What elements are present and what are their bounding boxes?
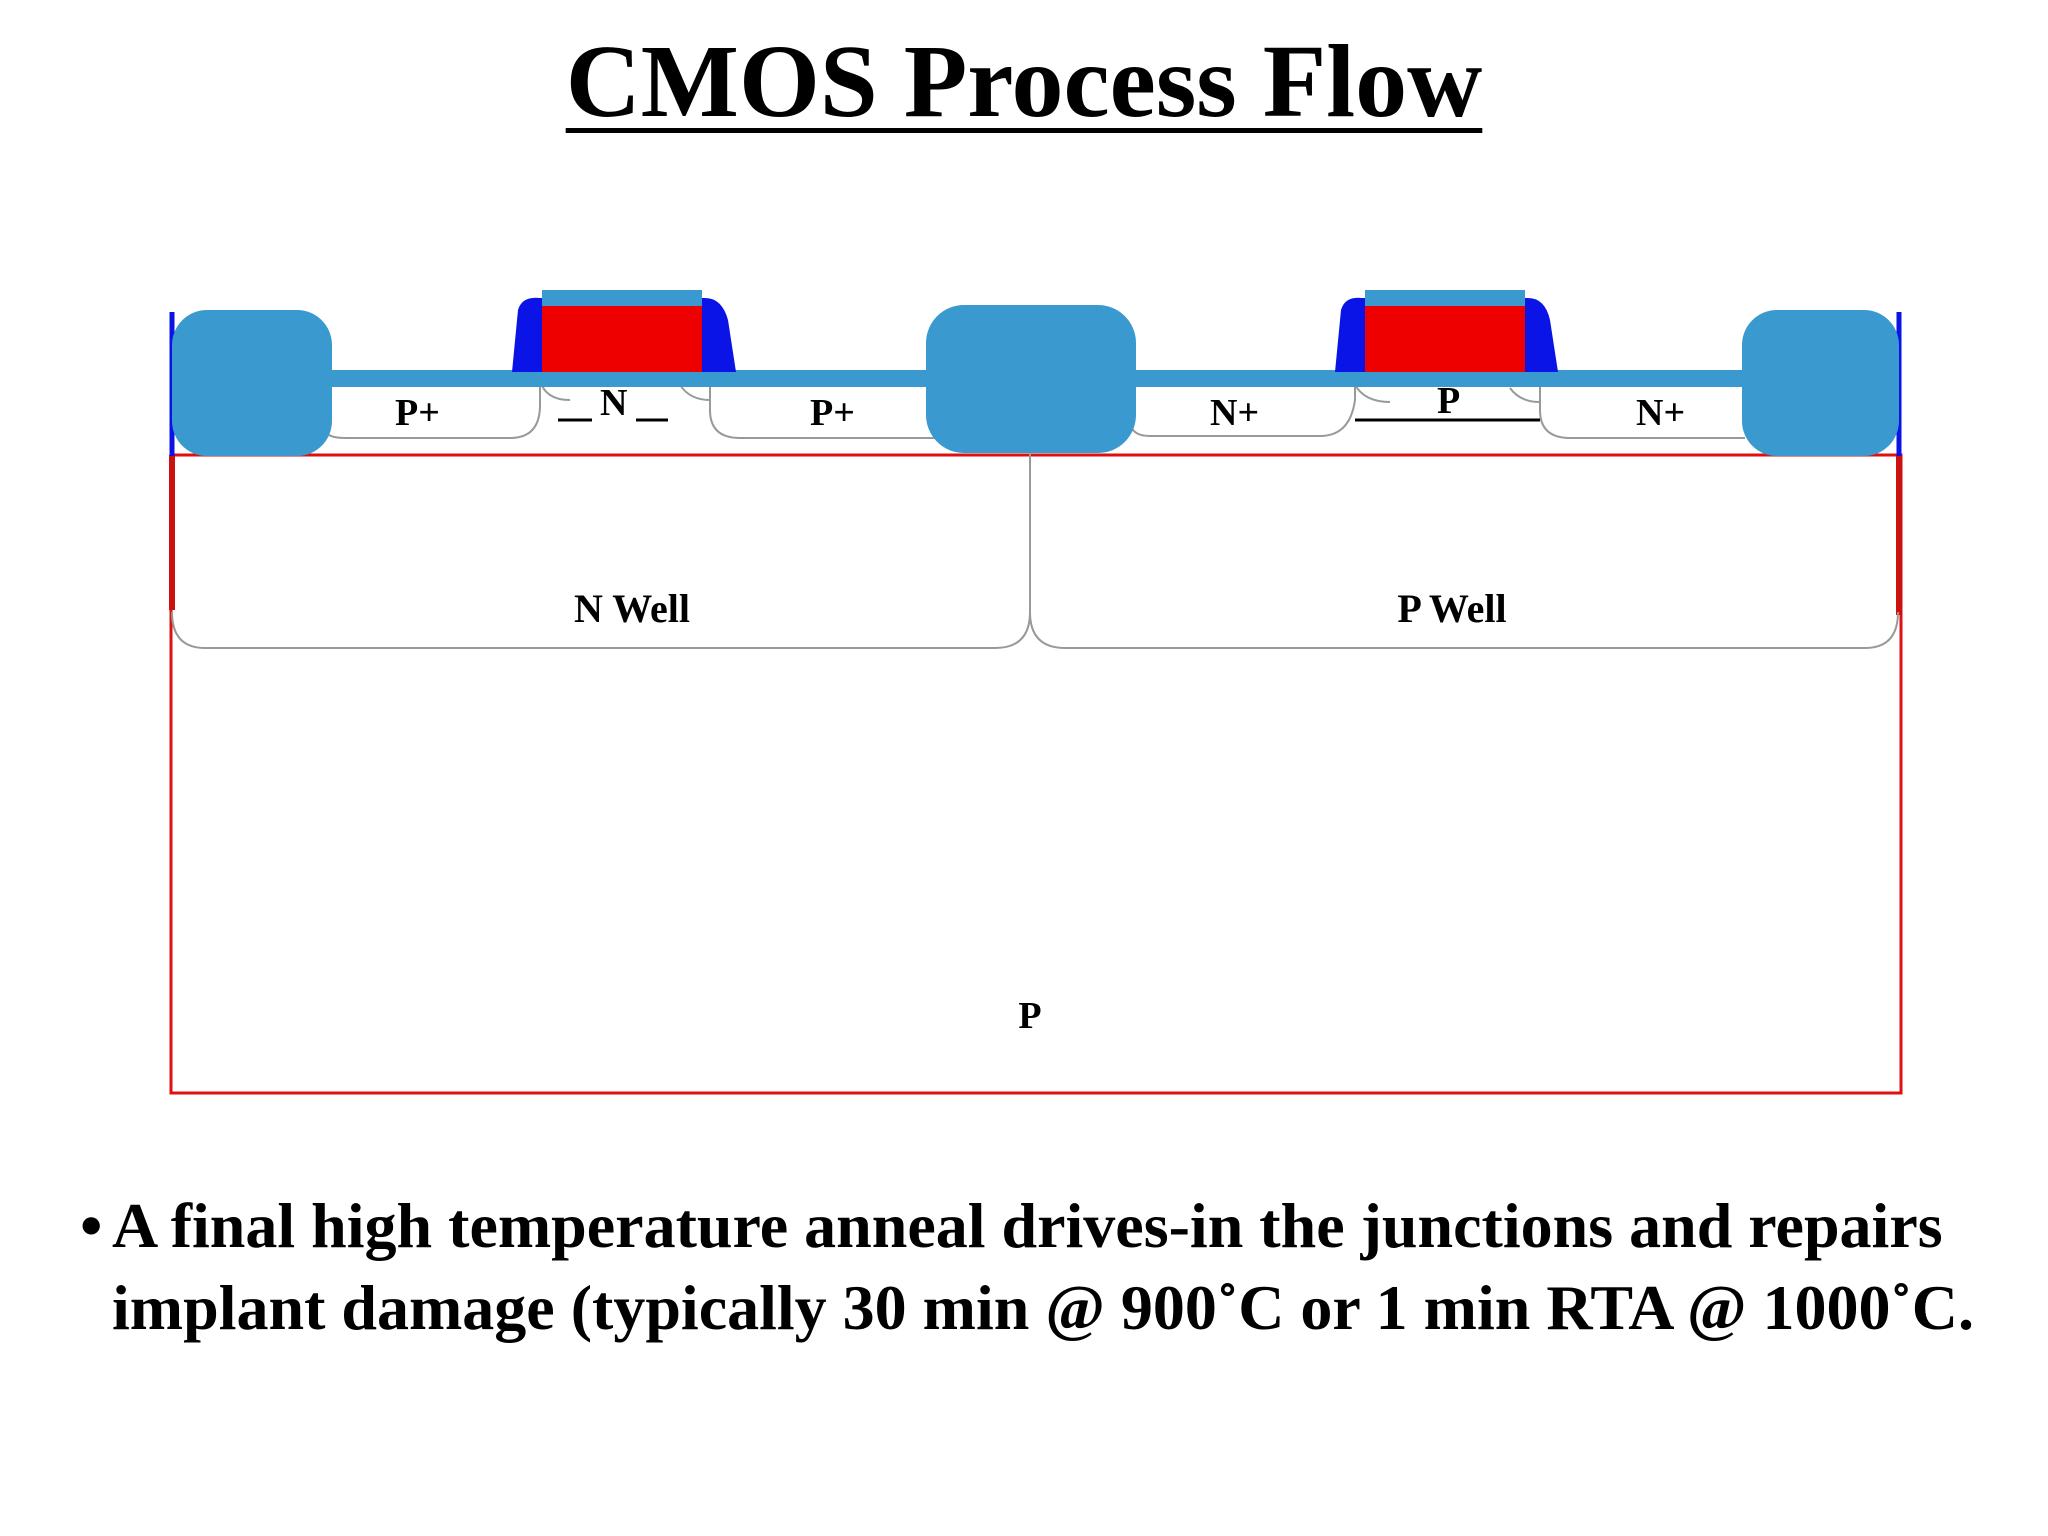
label-n-well: N Well <box>574 586 690 631</box>
field-oxide-left <box>172 310 332 456</box>
n-well <box>171 452 1031 649</box>
nmos-gate-poly <box>1365 306 1525 372</box>
pmos-gate-cap <box>542 290 702 306</box>
label-nplus-left: N+ <box>1210 392 1259 434</box>
field-oxide-right <box>1742 310 1899 456</box>
bullet-marker: • <box>80 1190 103 1261</box>
ldd-arc-4 <box>1509 387 1541 403</box>
ldd-arc-3 <box>1354 384 1391 403</box>
p-well <box>1029 611 1899 649</box>
p-substrate <box>169 453 1903 1095</box>
label-n-channel: N <box>600 382 627 424</box>
slide-title-text: CMOS Process Flow <box>565 24 1483 139</box>
ldd-arc-2 <box>679 384 711 401</box>
pmos-gate-poly <box>542 306 702 372</box>
bullet-point: • A final high temperature anneal drives… <box>80 1185 2010 1349</box>
label-pplus-left: P+ <box>395 392 440 434</box>
label-pplus-right: P+ <box>810 392 855 434</box>
label-p-well: P Well <box>1397 586 1506 631</box>
slide-title: CMOS Process Flow <box>0 22 2048 142</box>
nplus-right-junction <box>1539 385 1745 439</box>
label-substrate: P <box>1018 995 1041 1037</box>
nmos-gate-cap <box>1365 290 1525 306</box>
field-oxide-center <box>926 305 1136 453</box>
bullet-text: A final high temperature anneal drives-i… <box>112 1190 1974 1343</box>
label-nplus-right: N+ <box>1636 392 1685 434</box>
label-p-channel: P <box>1437 380 1460 422</box>
